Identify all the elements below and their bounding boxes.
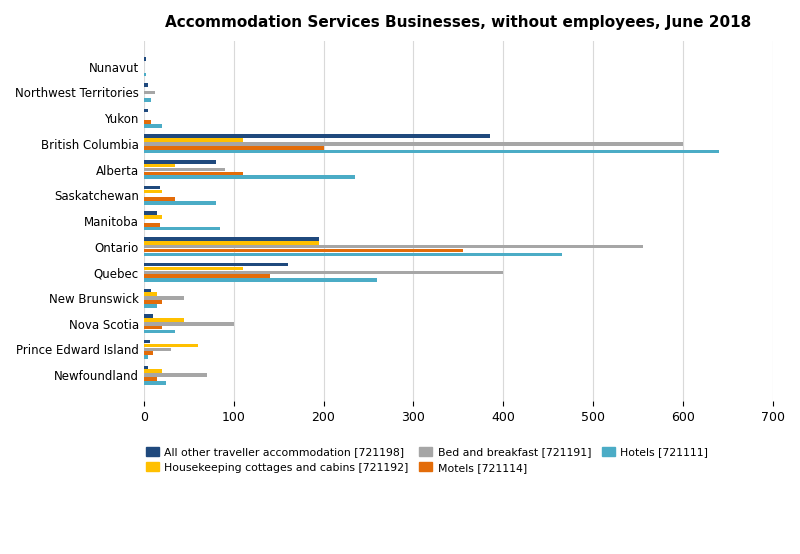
Bar (144, 270, 503, 274)
Bar (144, 245, 642, 248)
Bar (144, 212, 158, 215)
Bar (144, 201, 216, 205)
Bar (144, 293, 158, 296)
Bar (144, 124, 162, 127)
Bar (144, 366, 148, 369)
Bar (144, 381, 166, 384)
Bar (144, 227, 220, 230)
Bar (144, 172, 242, 175)
Bar (144, 326, 162, 330)
Bar (144, 146, 323, 150)
Bar (144, 189, 162, 193)
Bar (144, 237, 319, 241)
Bar (144, 91, 154, 94)
Bar (144, 160, 216, 163)
Bar (144, 304, 158, 307)
Bar (144, 241, 319, 244)
Bar (144, 355, 148, 359)
Bar (144, 176, 355, 179)
Bar (144, 373, 206, 377)
Bar (144, 377, 158, 381)
Bar (144, 99, 151, 102)
Bar (144, 134, 490, 138)
Bar (144, 351, 153, 355)
Bar (144, 314, 153, 318)
Bar (144, 274, 270, 278)
Bar (144, 296, 184, 300)
Bar (144, 347, 170, 351)
Bar (144, 83, 148, 86)
Bar (144, 340, 150, 343)
Legend: All other traveller accommodation [721198], Housekeeping cottages and cabins [72: All other traveller accommodation [72119… (141, 443, 713, 477)
Bar (144, 57, 146, 61)
Bar (144, 73, 146, 76)
Bar (144, 300, 162, 304)
Bar (144, 278, 378, 282)
Bar (144, 120, 151, 124)
Bar (144, 249, 463, 252)
Bar (144, 266, 242, 270)
Bar (144, 223, 160, 227)
Bar (144, 109, 148, 112)
Bar (144, 322, 234, 326)
Bar (144, 138, 242, 142)
Bar (144, 289, 151, 292)
Bar (144, 263, 287, 266)
Title: Accommodation Services Businesses, without employees, June 2018: Accommodation Services Businesses, witho… (166, 15, 751, 30)
Bar (144, 168, 225, 171)
Bar (144, 164, 175, 167)
Bar (144, 142, 683, 146)
Bar (144, 216, 162, 219)
Bar (144, 330, 175, 333)
Bar (144, 186, 160, 189)
Bar (144, 253, 562, 256)
Bar (144, 343, 198, 347)
Bar (144, 318, 184, 322)
Bar (144, 370, 162, 373)
Bar (144, 150, 719, 153)
Bar (144, 197, 175, 201)
